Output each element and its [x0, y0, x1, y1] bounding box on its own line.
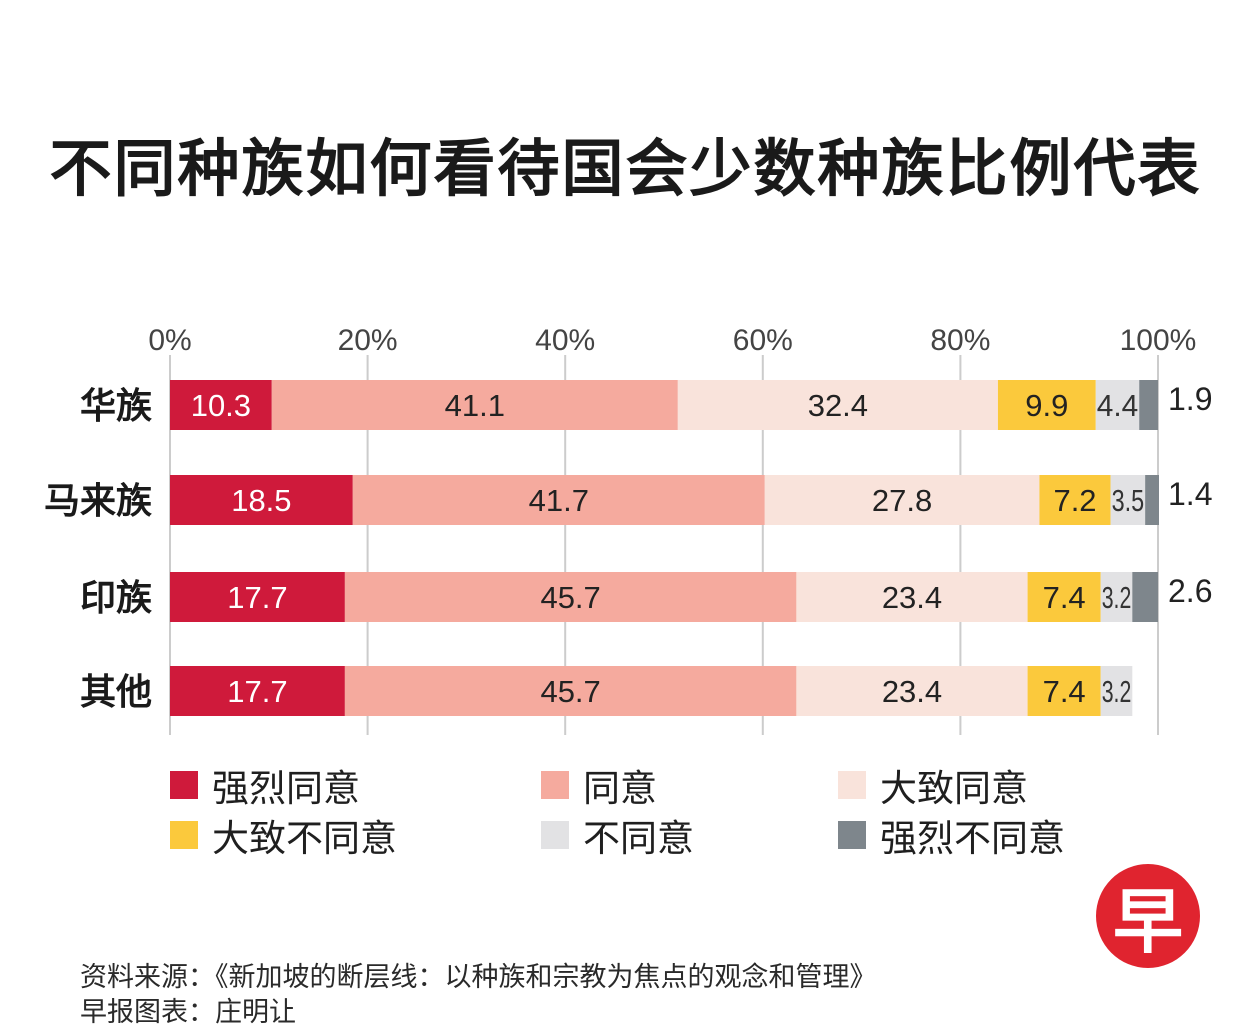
bar-segment	[1039, 475, 1111, 525]
legend-label: 不同意	[583, 818, 694, 859]
x-tick-label: 40%	[535, 324, 595, 357]
bars: 10.3 41.1 32.4 9.9 4.4 1.9 18.5 41.7 27.8 7.2 3.5 1…	[170, 380, 1212, 716]
legend-item-somewhat-disagree: 大致不同意	[170, 808, 397, 862]
bar-segment	[1027, 666, 1101, 716]
category-label: 印族	[80, 577, 152, 618]
x-tick-label: 20%	[338, 324, 398, 357]
data-label: 7.4	[1043, 674, 1086, 709]
logo-glyph: 早	[1113, 880, 1183, 963]
category-label: 马来族	[44, 480, 152, 521]
data-label: 1.9	[1168, 381, 1212, 417]
bar-segment	[764, 475, 1040, 525]
bar-segment	[677, 380, 998, 430]
stacked-bar-chart: 0% 20% 40% 60% 80% 100% 10.3 41.1 32.4 9.9 4.4 1.9…	[44, 324, 1212, 735]
bar-segment	[271, 380, 678, 430]
bar-segment	[170, 380, 272, 430]
zaobao-logo: 早	[1096, 864, 1200, 968]
bar-segment	[1110, 475, 1146, 525]
bar-segment	[344, 666, 797, 716]
bar-segment	[170, 572, 345, 622]
bar-segment	[796, 572, 1028, 622]
legend-swatch	[541, 771, 569, 799]
x-tick-label: 60%	[733, 324, 793, 357]
data-label: 3.2	[1102, 674, 1132, 709]
category-label: 其他	[80, 671, 152, 712]
data-label: 17.7	[227, 580, 287, 615]
bar-segment	[1100, 572, 1133, 622]
bar-segment	[352, 475, 765, 525]
data-label: 3.2	[1102, 580, 1132, 615]
data-label: 27.8	[872, 483, 932, 518]
data-label: 23.4	[882, 580, 942, 615]
legend-label: 强烈同意	[212, 768, 360, 809]
data-label: 10.3	[191, 388, 251, 423]
data-label: 7.2	[1053, 483, 1096, 518]
data-label: 4.4	[1097, 388, 1138, 423]
data-label: 32.4	[808, 388, 868, 423]
legend-swatch	[170, 821, 198, 849]
bar-segment	[796, 666, 1028, 716]
bar-segment	[997, 380, 1096, 430]
legend-swatch	[170, 771, 198, 799]
data-label: 18.5	[231, 483, 291, 518]
bar-segment	[1132, 572, 1158, 622]
legend-item-strongly-agree: 强烈同意	[170, 758, 360, 812]
legend-item-agree: 同意	[541, 758, 657, 812]
data-label: 1.4	[1168, 476, 1212, 512]
legend-label: 强烈不同意	[880, 818, 1065, 859]
data-label: 7.4	[1043, 580, 1086, 615]
bar-segment	[170, 666, 345, 716]
data-label: 17.7	[227, 674, 287, 709]
category-label: 华族	[80, 385, 152, 426]
data-label: 41.1	[445, 388, 505, 423]
legend-swatch	[541, 821, 569, 849]
data-label: 45.7	[540, 674, 600, 709]
x-tick-label: 80%	[930, 324, 990, 357]
chart-credit: 早报图表：庄明让	[80, 997, 296, 1027]
legend-item-disagree: 不同意	[541, 808, 694, 862]
legend-swatch	[838, 771, 866, 799]
bar-segment	[1100, 666, 1133, 716]
legend-item-somewhat-agree: 大致同意	[838, 758, 1028, 812]
x-tick-label: 0%	[148, 324, 191, 357]
data-label: 2.6	[1168, 573, 1212, 609]
legend-item-strongly-disagree: 强烈不同意	[838, 808, 1065, 862]
legend-label: 同意	[583, 768, 657, 809]
bar-segment	[1139, 380, 1158, 430]
x-axis-ticks: 0% 20% 40% 60% 80% 100%	[148, 324, 1196, 357]
bar-segment	[1095, 380, 1140, 430]
bar-segment	[344, 572, 797, 622]
data-label: 9.9	[1025, 388, 1068, 423]
legend-label: 大致不同意	[212, 818, 397, 859]
source-note: 资料来源：《新加坡的断层线：以种族和宗教为焦点的观念和管理》	[80, 962, 877, 992]
bar-segment	[1027, 572, 1101, 622]
data-label: 45.7	[540, 580, 600, 615]
bar-segment	[170, 475, 353, 525]
page-title: 不同种族如何看待国会少数种族比例代表	[49, 135, 1202, 204]
bar-segment	[1145, 475, 1159, 525]
legend-label: 大致同意	[880, 768, 1028, 809]
legend-swatch	[838, 821, 866, 849]
data-label: 41.7	[529, 483, 589, 518]
data-label: 3.5	[1112, 483, 1145, 518]
x-tick-label: 100%	[1120, 324, 1197, 357]
data-label: 23.4	[882, 674, 942, 709]
